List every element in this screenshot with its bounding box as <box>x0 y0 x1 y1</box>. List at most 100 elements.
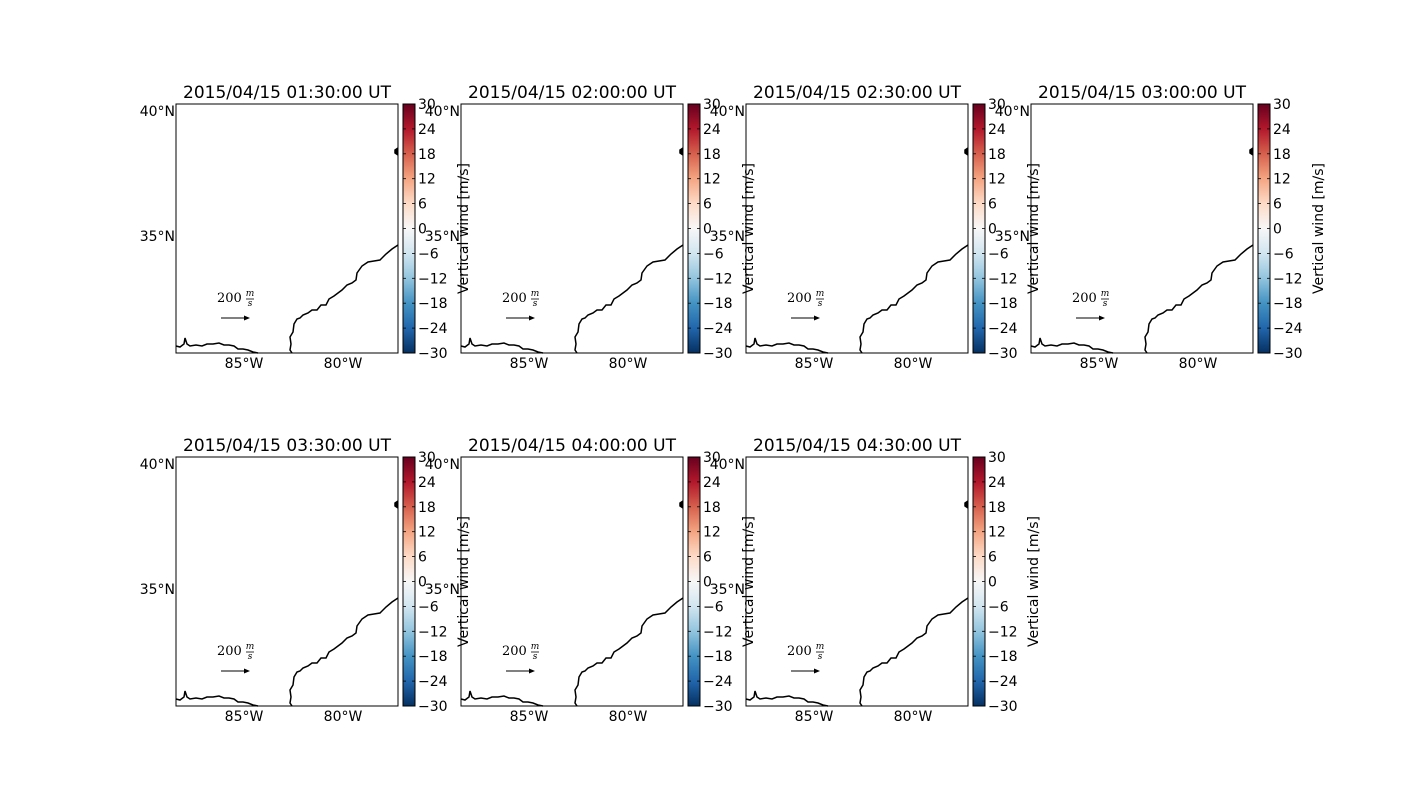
arrow-head <box>529 315 535 321</box>
colorbar-tick-label: 6 <box>703 550 712 566</box>
map-panel: 2015/04/15 03:30:00 UT 40°N 35°N 85°W 80°W 20… <box>140 436 472 725</box>
colorbar-tick-label: 24 <box>703 475 721 491</box>
colorbar: 30 24 18 12 6 0 −6 −12 −18 −24 −30 Vertical wind [m… <box>402 97 472 362</box>
colorbar-tick-label: −12 <box>418 271 448 287</box>
arrow-unit-denominator: s <box>533 652 538 662</box>
arrow-value: 200 <box>502 644 527 659</box>
colorbar-tick-label: −30 <box>418 699 448 715</box>
lat-tick-label: 35°N <box>425 582 460 598</box>
colorbar-tick-label: −30 <box>988 699 1018 715</box>
colorbar-tick-label: 6 <box>1273 197 1282 213</box>
lat-tick-label: 40°N <box>140 457 175 473</box>
arrow-unit-denominator: s <box>818 299 823 309</box>
colorbar-tick-label: 0 <box>418 575 427 591</box>
coastline-islet <box>679 500 684 509</box>
lon-tick-label: 85°W <box>1080 356 1119 372</box>
colorbar-tick-label: −30 <box>703 346 733 362</box>
map-panel: 2015/04/15 01:30:00 UT 40°N 35°N 85°W 80°W 20… <box>140 83 472 372</box>
colorbar-tick-label: −30 <box>1273 346 1303 362</box>
colorbar-tick-label: 12 <box>988 172 1006 188</box>
colorbar-tick-label: 18 <box>418 147 436 163</box>
colorbar-tick-label: −6 <box>418 246 439 262</box>
arrow-unit-numerator: m <box>246 642 255 652</box>
coastline-east <box>1144 244 1254 354</box>
map-frame <box>175 456 399 707</box>
colorbar-tick-label: 30 <box>418 97 436 113</box>
arrow-head <box>1099 315 1105 321</box>
colorbar-tick-label: 24 <box>988 122 1006 138</box>
colorbar-tick-label: −24 <box>703 321 733 337</box>
lat-tick-label: 40°N <box>710 104 745 120</box>
colorbar-label: Vertical wind [m/s] <box>741 516 757 647</box>
colorbar-tick-label: 18 <box>703 147 721 163</box>
colorbar-tick-label: −18 <box>1273 296 1303 312</box>
arrow-unit-numerator: m <box>531 642 540 652</box>
arrow-value: 200 <box>217 291 242 306</box>
lon-tick-label: 85°W <box>225 709 264 725</box>
colorbar-tick-label: 30 <box>988 450 1006 466</box>
colorbar-tick-label: 24 <box>418 475 436 491</box>
coastline-east <box>859 244 969 354</box>
map-frame <box>175 103 399 354</box>
panel-title: 2015/04/15 02:00:00 UT <box>468 83 677 103</box>
lon-tick-label: 80°W <box>894 709 933 725</box>
colorbar-tick-label: −6 <box>1273 246 1294 262</box>
lon-tick-label: 85°W <box>795 709 834 725</box>
colorbar-tick-label: 24 <box>1273 122 1291 138</box>
lat-tick-label: 35°N <box>710 229 745 245</box>
reference-arrow: 200 ms <box>502 642 539 674</box>
arrow-value: 200 <box>1072 291 1097 306</box>
colorbar: 30 24 18 12 6 0 −6 −12 −18 −24 −30 Vertical wind [m… <box>972 450 1042 715</box>
lon-tick-label: 80°W <box>1179 356 1218 372</box>
lat-tick-label: 40°N <box>140 104 175 120</box>
lon-tick-label: 80°W <box>894 356 933 372</box>
map-frame <box>745 103 969 354</box>
colorbar-label: Vertical wind [m/s] <box>456 516 472 647</box>
map-panel: 2015/04/15 04:30:00 UT 40°N 35°N 85°W 80°W 20… <box>710 436 1042 725</box>
colorbar-tick-label: −18 <box>988 649 1018 665</box>
colorbar-tick-label: 6 <box>418 197 427 213</box>
coastline-gulf <box>460 337 544 354</box>
colorbar-tick-label: 0 <box>418 222 427 238</box>
colorbar-tick-label: 0 <box>1273 222 1282 238</box>
colorbar-label: Vertical wind [m/s] <box>1026 516 1042 647</box>
arrow-unit-denominator: s <box>818 652 823 662</box>
colorbar-tick-label: 30 <box>418 450 436 466</box>
colorbar-tick-label: 18 <box>418 500 436 516</box>
reference-arrow: 200 ms <box>502 289 539 321</box>
colorbar-tick-label: −6 <box>988 599 1009 615</box>
colorbar-tick-label: −18 <box>703 649 733 665</box>
map-frame <box>745 456 969 707</box>
arrow-unit-numerator: m <box>531 289 540 299</box>
lon-tick-label: 85°W <box>510 709 549 725</box>
arrow-head <box>814 668 820 674</box>
reference-arrow: 200 ms <box>787 289 824 321</box>
colorbar-tick-label: −30 <box>703 699 733 715</box>
colorbar-tick-label: 6 <box>703 197 712 213</box>
colorbar-tick-label: −18 <box>418 649 448 665</box>
coastline-islet <box>394 500 399 509</box>
arrow-unit-numerator: m <box>1101 289 1110 299</box>
arrow-value: 200 <box>787 644 812 659</box>
colorbar-tick-label: 18 <box>988 500 1006 516</box>
panel-title: 2015/04/15 03:00:00 UT <box>1038 83 1247 103</box>
colorbar-tick-label: −24 <box>703 674 733 690</box>
arrow-value: 200 <box>787 291 812 306</box>
colorbar-tick-label: 18 <box>1273 147 1291 163</box>
map-frame <box>460 103 684 354</box>
panel-title: 2015/04/15 02:30:00 UT <box>753 83 962 103</box>
lon-tick-label: 85°W <box>510 356 549 372</box>
lon-tick-label: 85°W <box>795 356 834 372</box>
colorbar-tick-label: −12 <box>1273 271 1303 287</box>
colorbar-tick-label: 0 <box>988 575 997 591</box>
coastline-east <box>289 244 399 354</box>
coastline-islet <box>1249 147 1254 156</box>
coastline-islet <box>964 500 969 509</box>
colorbar-tick-label: 24 <box>418 122 436 138</box>
reference-arrow: 200 ms <box>1072 289 1109 321</box>
coastline-gulf <box>175 690 259 707</box>
lat-tick-label: 40°N <box>425 457 460 473</box>
lon-tick-label: 80°W <box>324 356 363 372</box>
arrow-head <box>529 668 535 674</box>
colorbar-tick-label: −24 <box>988 674 1018 690</box>
